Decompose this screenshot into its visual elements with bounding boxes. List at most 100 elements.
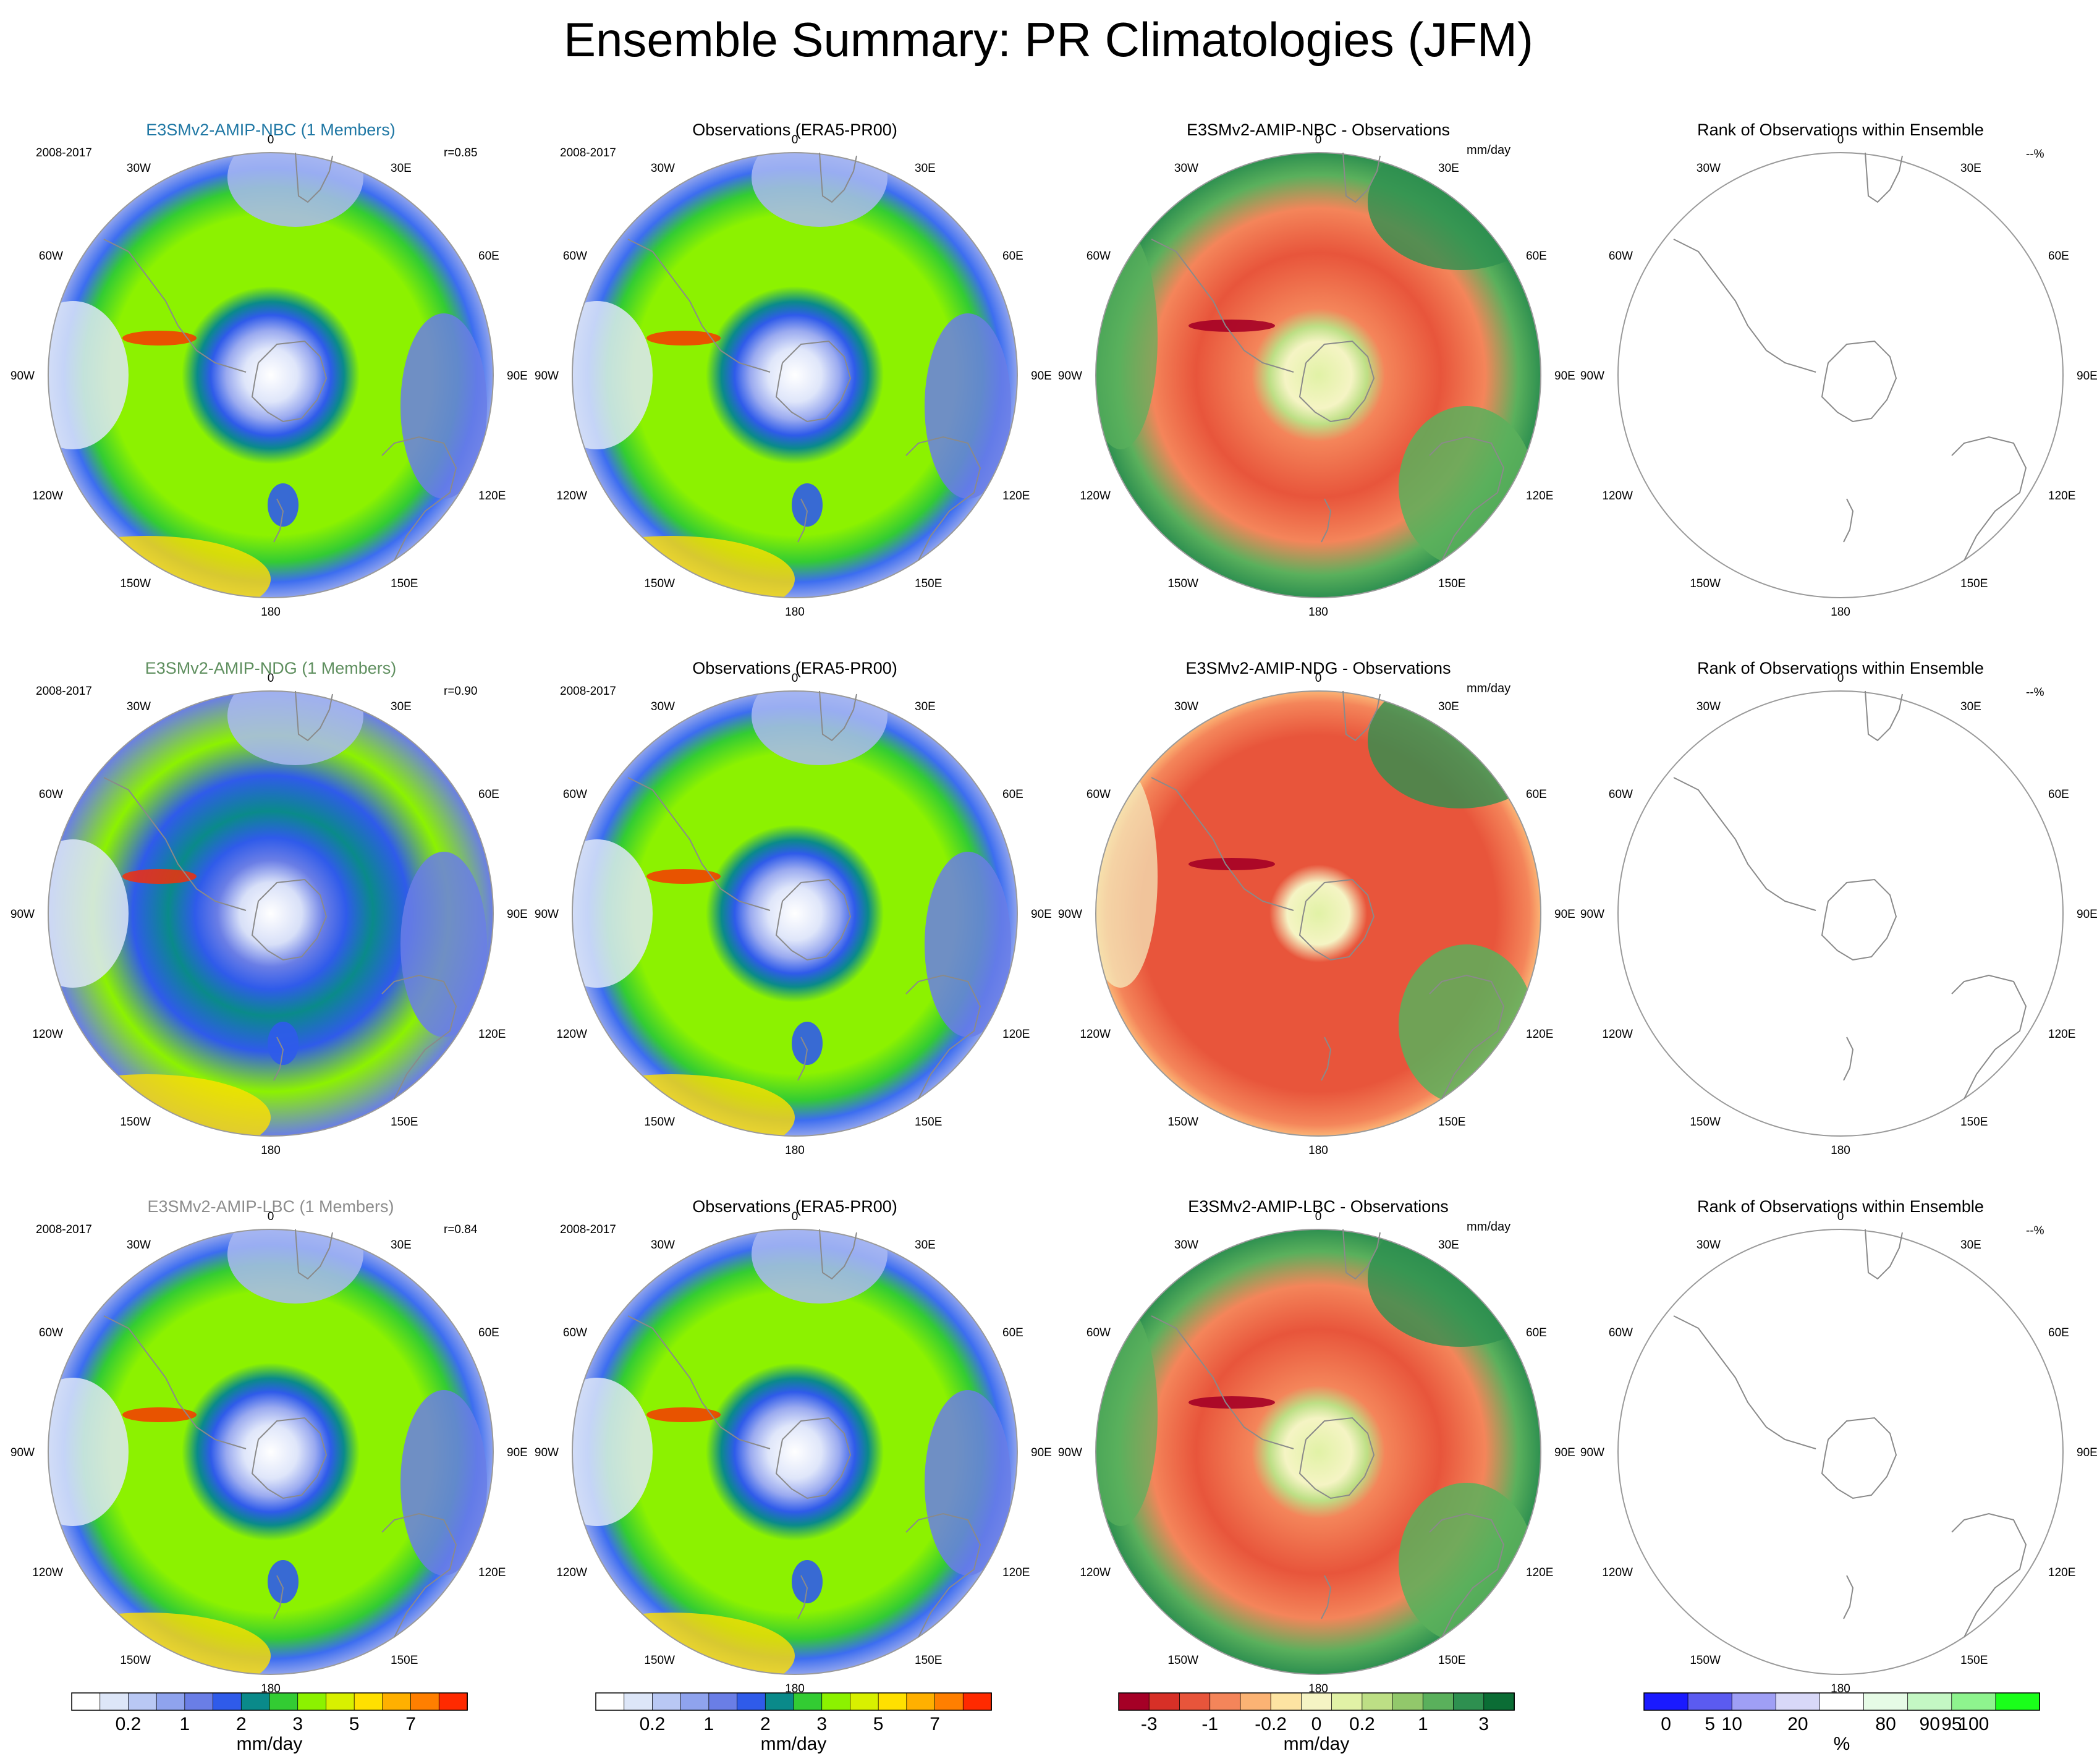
colorbar-swatch [354, 1692, 383, 1711]
longitude-label: 0 [792, 1210, 799, 1223]
longitude-label: 90E [2077, 908, 2097, 921]
colorbar-swatch [1731, 1692, 1777, 1711]
colorbar-swatch [793, 1692, 823, 1711]
longitude-label: 150W [120, 577, 151, 590]
colorbar-swatch [1331, 1692, 1363, 1711]
coastline [1321, 498, 1332, 543]
coastline [797, 1037, 808, 1081]
coastline [905, 974, 981, 1100]
longitude-label: 150W [120, 1116, 151, 1129]
map-boundary [48, 690, 494, 1137]
longitude-label: 120E [1002, 1028, 1030, 1041]
panel-title: Observations (ERA5-PR00) [692, 1197, 897, 1216]
longitude-label: 60W [1609, 788, 1633, 801]
longitude-label: 90E [507, 1446, 528, 1459]
coastline [295, 1229, 333, 1280]
coastline [1321, 1037, 1332, 1081]
map-panel: 0 30E 60E 90E 120E 150E 180 150W 120W 90W 60W 30W E3… [11, 121, 528, 619]
longitude-label: 30W [651, 1239, 675, 1252]
longitude-label: 150E [1960, 1654, 1988, 1667]
longitude-label: 90W [535, 1446, 559, 1459]
coastline [819, 1229, 857, 1280]
longitude-label: 30E [1960, 700, 1981, 713]
longitude-label: 150E [915, 1654, 942, 1667]
coastline [1951, 974, 2027, 1100]
longitude-label: 60W [563, 1326, 587, 1339]
coastline [1843, 1037, 1854, 1081]
positive-bias [1368, 691, 1541, 808]
coastline [1951, 436, 2027, 561]
longitude-label: 180 [1308, 1682, 1328, 1695]
longitude-label: 60E [2048, 1326, 2069, 1339]
colorbar-swatch [1483, 1692, 1515, 1711]
longitude-label: 90W [1580, 908, 1604, 921]
negative-bias [1188, 1396, 1275, 1409]
colorbar-swatch [624, 1692, 653, 1711]
longitude-label: 60W [39, 1326, 63, 1339]
dry-region [268, 1560, 299, 1603]
dry-region [268, 483, 299, 527]
colorbar: 0.2 1 2 3 5 7 mm/day [595, 1692, 992, 1754]
longitude-label: 30E [391, 162, 412, 175]
colorbar-swatch [934, 1692, 964, 1711]
colorbar-tick-label: 0.2 [640, 1714, 666, 1734]
longitude-label: 120E [1002, 1566, 1030, 1579]
coastline [797, 1575, 808, 1619]
longitude-label: 30E [1960, 162, 1981, 175]
longitude-label: 150W [120, 1654, 151, 1667]
longitude-label: 150E [915, 1116, 942, 1129]
colorbar-swatch [1148, 1692, 1180, 1711]
coastline [1298, 878, 1375, 961]
longitude-label: 120W [32, 490, 63, 502]
colorbar-tick-label: 1 [704, 1714, 714, 1734]
precip-field [48, 153, 493, 598]
coastline [295, 690, 333, 742]
map-panel: 0 30E 60E 90E 120E 150E 180 150W 120W 90W 60W 30W E3… [1058, 121, 1575, 619]
colorbar-tick-label: 0.2 [116, 1714, 142, 1734]
colorbar-tick-label: 3 [1478, 1714, 1489, 1734]
colorbar-swatch [1643, 1692, 1689, 1711]
coastline [819, 690, 857, 742]
longitude-label: 90E [1031, 1446, 1052, 1459]
map-field [572, 1229, 1017, 1674]
longitude-label: 150W [644, 577, 675, 590]
dry-region [268, 1022, 299, 1065]
longitude-label: 90W [1058, 1446, 1082, 1459]
longitude-label: 180 [261, 1144, 281, 1157]
colorbar-frame [595, 1692, 992, 1711]
longitude-label: 90E [1554, 1446, 1575, 1459]
coastline [1865, 1229, 1903, 1280]
longitude-label: 150E [391, 1116, 418, 1129]
coastline [905, 1512, 981, 1638]
longitude-label: 30W [1697, 700, 1721, 713]
colorbar-tick-label: 2 [760, 1714, 771, 1734]
longitude-label: 90W [11, 908, 35, 921]
figure-title: Ensemble Summary: PR Climatologies (JFM) [563, 12, 1534, 67]
dry-region [572, 301, 653, 449]
longitude-label: 30W [651, 700, 675, 713]
coastline [103, 1315, 247, 1449]
panel-title: Rank of Observations within Ensemble [1697, 1197, 1984, 1216]
longitude-label: 90W [1580, 370, 1604, 383]
panel-title: E3SMv2-AMIP-NDG (1 Members) [145, 659, 397, 677]
longitude-label: 120E [1526, 1566, 1553, 1579]
colorbar-swatch [1392, 1692, 1424, 1711]
longitude-label: 0 [1315, 134, 1322, 146]
map-panel: 0 30E 60E 90E 120E 150E 180 150W 120W 90W 60W 30W Ra… [1580, 1197, 2097, 1695]
longitude-label: 60W [39, 250, 63, 263]
colorbar-tick-label: 20 [1787, 1714, 1808, 1734]
colorbar-swatch [1270, 1692, 1302, 1711]
longitude-label: 150E [391, 1654, 418, 1667]
map-panel: 0 30E 60E 90E 120E 150E 180 150W 120W 90W 60W 30W Ob… [535, 659, 1052, 1157]
longitude-label: 30E [1960, 1239, 1981, 1252]
colorbar-tick-label: 5 [1705, 1714, 1715, 1734]
colorbar: -3 -1 -0.2 0 0.2 1 3 mm/day [1118, 1692, 1515, 1754]
colorbar-swatch [1995, 1692, 2040, 1711]
longitude-label: 0 [1837, 1210, 1844, 1223]
longitude-label: 150E [1960, 1116, 1988, 1129]
longitude-label: 60W [1609, 1326, 1633, 1339]
coastline [797, 498, 808, 543]
colorbar-tick-label: 7 [930, 1714, 940, 1734]
longitude-label: 150W [1690, 1654, 1721, 1667]
